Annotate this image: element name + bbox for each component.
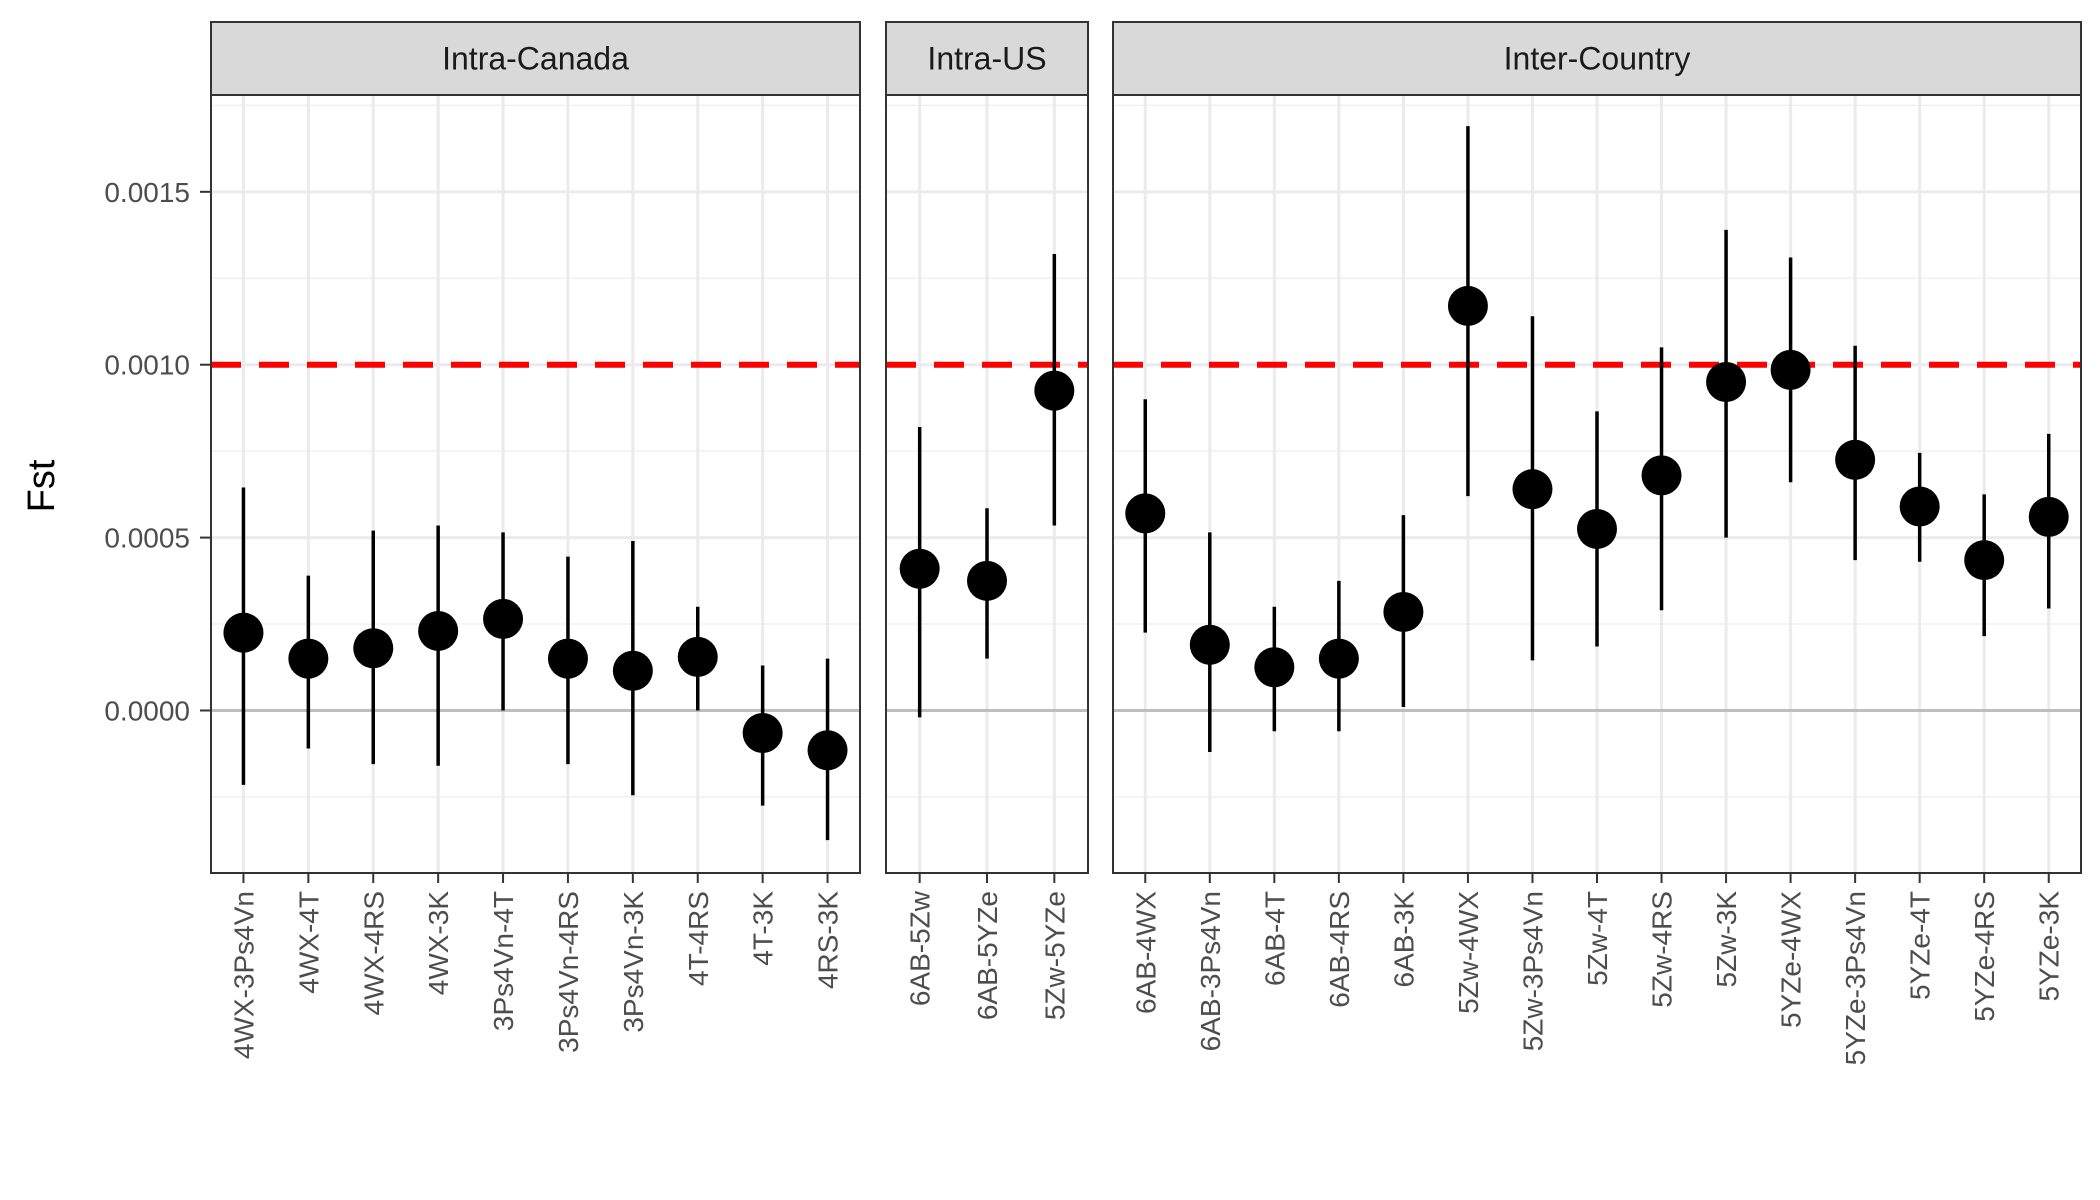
x-tick-label: 5Zw-4RS: [1647, 891, 1678, 1008]
strip-label: Intra-US: [927, 41, 1046, 77]
data-point: [353, 628, 394, 669]
x-tick-label: 3Ps4Vn-4RS: [553, 891, 584, 1053]
data-point: [547, 638, 588, 679]
x-tick-label: 5YZe-3Ps4Vn: [1840, 891, 1871, 1065]
panel-intra-canada: Intra-Canada 4WX-3Ps4Vn 4WX-4T 4WX-4RS 4WX-3…: [210, 21, 861, 1059]
x-tick-label: 6AB-5Zw: [905, 890, 936, 1006]
data-point: [223, 612, 264, 653]
data-point: [1964, 540, 2005, 581]
x-tick-label: 4RS-3K: [813, 891, 844, 989]
data-point: [1125, 493, 1166, 534]
x-tick-label: 5Zw-3Ps4Vn: [1517, 891, 1548, 1051]
strip-label: Intra-Canada: [442, 41, 629, 77]
data-point: [742, 712, 783, 753]
facet-panels: Intra-Canada 4WX-3Ps4Vn 4WX-4T 4WX-4RS 4WX-3…: [210, 21, 2082, 1065]
x-tick-label: 6AB-4RS: [1324, 891, 1355, 1008]
x-tick-label: 5Zw-5YZe: [1039, 891, 1070, 1020]
x-tick-label: 4WX-4T: [293, 891, 324, 994]
strip-header: [210, 21, 861, 96]
x-tick-label: 5YZe-4T: [1905, 891, 1936, 1000]
data-point: [1512, 469, 1553, 510]
data-point: [677, 636, 718, 677]
data-point: [967, 560, 1007, 601]
x-tick-label: 5Zw-3K: [1711, 891, 1742, 988]
x-tick-label: 4WX-3K: [423, 891, 454, 996]
x-tick-label: 6AB-3Ps4Vn: [1195, 891, 1226, 1051]
x-tick-label: 6AB-3K: [1388, 891, 1419, 988]
data-point: [1254, 647, 1295, 688]
strip-header: [1112, 21, 2082, 96]
x-tick-label: 6AB-4T: [1259, 891, 1290, 986]
x-tick-label: 5Zw-4WX: [1453, 891, 1484, 1014]
data-point: [807, 730, 848, 771]
data-point: [1577, 508, 1617, 549]
x-tick-label: 3Ps4Vn-3K: [618, 891, 649, 1033]
x-tick-label: 5YZe-4RS: [1969, 891, 2000, 1022]
x-tick-label: 4T-3K: [748, 891, 779, 966]
x-tick-label: 6AB-5YZe: [972, 891, 1003, 1020]
data-point: [612, 650, 653, 691]
data-point: [1383, 591, 1424, 632]
panel-inter-country: Inter-Country 6AB-4WX 6AB-3Ps4Vn 6AB-4T 6AB-…: [1112, 21, 2082, 1065]
y-axis: 0.0000 0.0005 0.0010 0.0015: [104, 177, 211, 726]
data-point: [2028, 496, 2069, 537]
y-axis-title: Fst: [21, 459, 63, 512]
strip-label: Inter-Country: [1504, 41, 1691, 77]
y-tick-label: 0.0010: [104, 350, 190, 381]
data-point: [1447, 285, 1488, 326]
data-point: [899, 548, 940, 589]
data-point: [483, 598, 524, 639]
x-tick-label: 5YZe-3K: [2034, 891, 2065, 1002]
data-point: [288, 638, 329, 679]
data-point: [1835, 439, 1876, 480]
panel-intra-us: Intra-US 6AB-5Zw 6AB-5YZe 5Zw-5YZe: [885, 21, 1089, 1020]
data-point: [1641, 455, 1682, 496]
x-tick-label: 3Ps4Vn-4T: [488, 891, 519, 1031]
y-tick-label: 0.0000: [104, 695, 190, 726]
y-tick-label: 0.0015: [104, 177, 190, 208]
strip-header: [885, 21, 1089, 96]
x-tick-label: 5Zw-4T: [1582, 891, 1613, 986]
data-point: [1770, 349, 1811, 390]
x-tick-label: 6AB-4WX: [1130, 891, 1161, 1014]
y-tick-label: 0.0005: [104, 523, 190, 554]
x-tick-label: 4T-4RS: [683, 891, 714, 986]
x-tick-label: 5YZe-4WX: [1776, 891, 1807, 1028]
x-tick-label: 4WX-3Ps4Vn: [228, 891, 259, 1059]
x-tick-label: 4WX-4RS: [358, 891, 389, 1015]
data-point: [1706, 361, 1747, 402]
data-point: [1034, 370, 1075, 411]
data-point: [418, 610, 459, 651]
data-point: [1189, 624, 1230, 665]
data-point: [1899, 486, 1940, 527]
data-point: [1318, 638, 1359, 679]
